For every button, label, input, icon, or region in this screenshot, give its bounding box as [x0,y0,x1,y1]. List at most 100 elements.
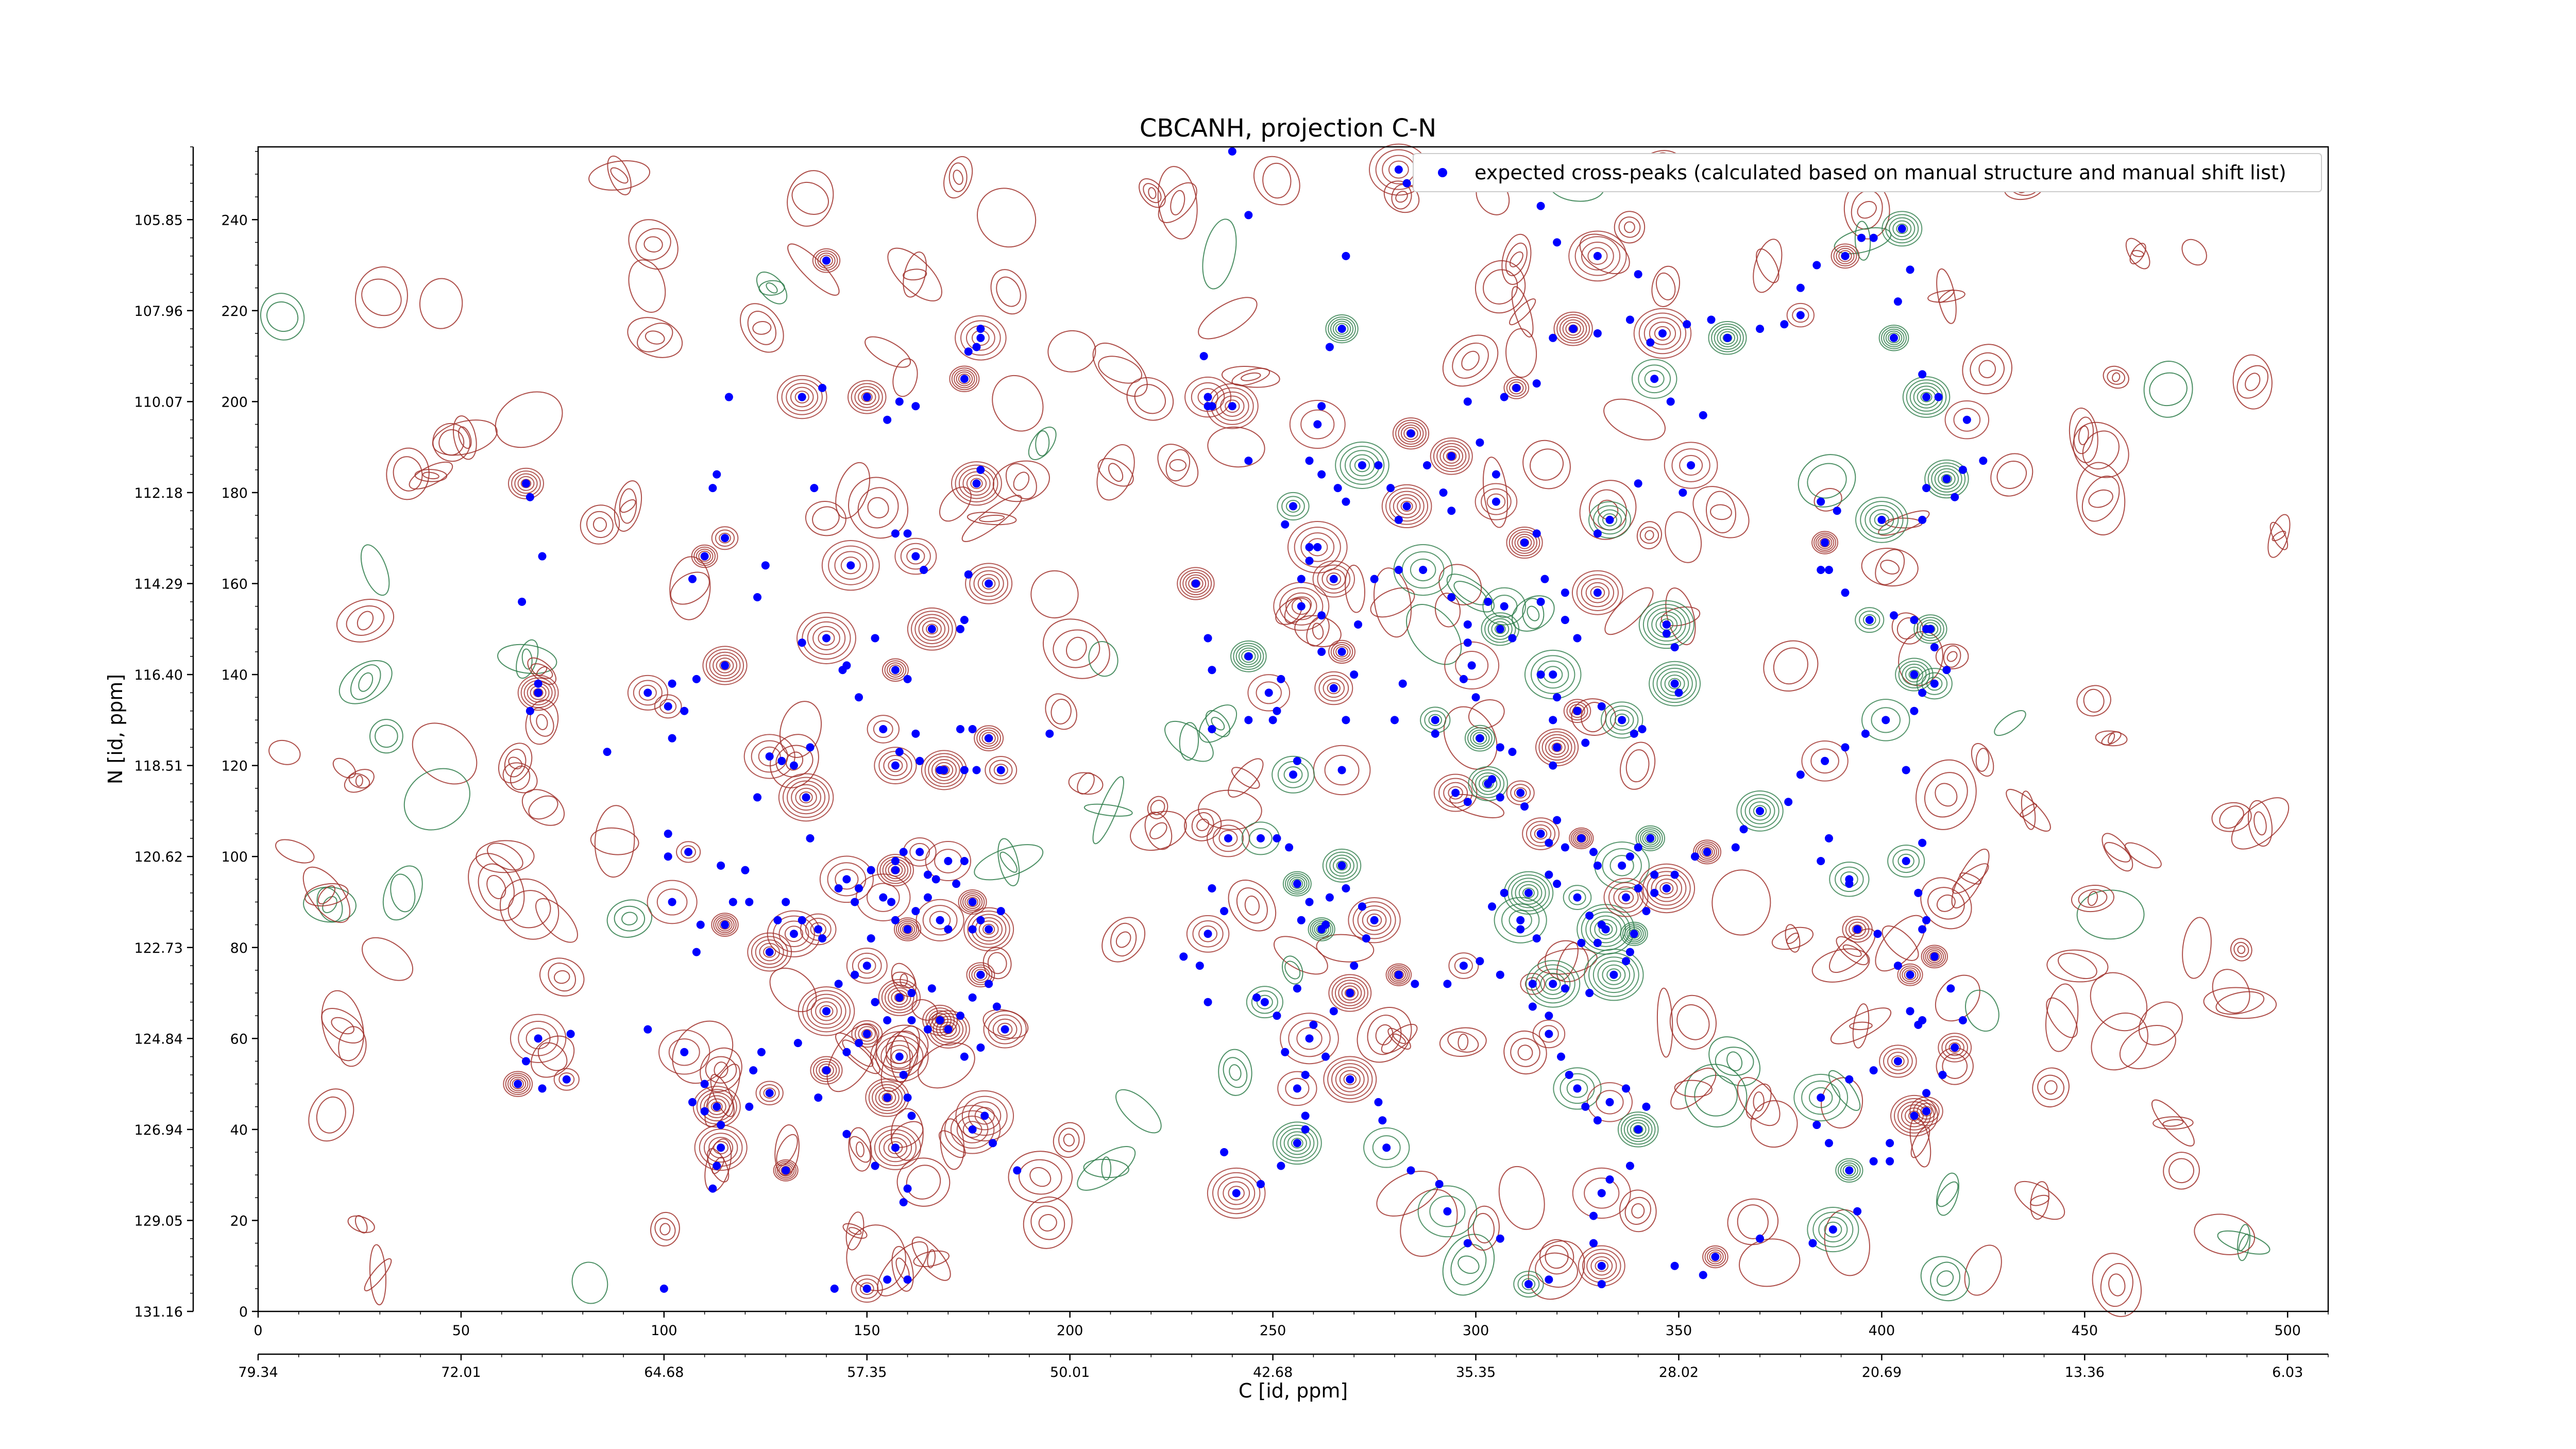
cross-peak-point [1553,238,1562,247]
contour-ring [1291,879,1303,889]
legend-box [1413,153,2322,192]
cross-peak-point [1658,329,1667,338]
cross-peak-point [903,675,912,683]
cross-peak-point [1817,497,1825,506]
contour-ring [1524,649,1582,700]
cross-peak-point [920,566,928,575]
cross-peak-point [1362,934,1370,943]
contour-ring [1921,945,1948,969]
contour-ring [1198,925,1218,942]
contour-ring [1913,614,1947,644]
cross-peak-point [1536,597,1545,606]
contour-ring [848,1227,862,1235]
contour-ring [1221,366,1280,388]
contour-ring [1235,645,1262,668]
contour-ring [382,865,423,921]
cross-peak-point [927,625,936,633]
cross-peak-point [879,893,888,902]
contour-ring [1581,578,1615,608]
contour-ring [2112,372,2121,382]
cross-peak-point [883,1016,892,1024]
contour-ring [2081,476,2120,522]
contour-ring [1990,453,2033,497]
x2-tick-label: 28.02 [1659,1364,1699,1380]
contour-ring [304,883,349,906]
contour-ring [882,1092,893,1103]
contour-ring [346,605,385,636]
contour-ring [1023,1197,1073,1249]
cross-peak-point [1549,716,1557,724]
contour-ring [964,895,981,909]
cross-peak-point [931,875,940,884]
cross-peak-point [1260,998,1269,1006]
contour-ring [717,918,733,932]
cross-peak-point [1662,620,1671,629]
contour-ring [336,599,395,643]
contour-ring [1490,595,1518,618]
cross-peak-point [1679,488,1687,497]
cross-peak-point [692,675,701,683]
contour-ring [621,912,638,925]
y2-tick-label: 110.07 [134,394,183,410]
contour-ring [1926,677,1943,691]
cross-peak-point [1532,379,1541,388]
x2-tick-label: 20.69 [1862,1364,1902,1380]
contour-ring [851,1020,883,1048]
cross-peak-point [688,575,697,583]
contour-ring [627,317,683,358]
contour-ring [1619,1189,1657,1233]
contour-ring [1697,843,1717,861]
cross-peak-point [855,1039,863,1048]
contour-ring [906,1165,941,1200]
contour-ring [826,1024,878,1092]
cross-peak-point [1565,1070,1573,1079]
contour-ring [878,1133,912,1162]
contour-ring [740,303,784,353]
contour-ring [1892,849,1920,873]
contour-ring [1849,1021,1873,1031]
contour-ring [1665,511,1702,563]
cross-peak-point [1690,852,1699,861]
contour-ring [911,1236,951,1281]
cross-peak-point [1821,538,1829,547]
cross-peak-point [1220,1148,1229,1157]
contour-ring [1522,598,1545,629]
contour-ring [840,557,861,575]
cross-peak-point [985,734,993,743]
contour-ring [922,905,958,936]
cross-peak-point [1634,843,1642,852]
x-tick-label: 0 [253,1323,262,1339]
contour-ring [1855,607,1885,633]
x-tick-label: 150 [854,1323,880,1339]
contour-ring [1938,289,1955,303]
cross-peak-point [1431,716,1439,724]
contour-ring [790,386,814,408]
cross-peak-point [1622,893,1631,902]
contour-ring [1506,526,1543,559]
contour-ring [1570,829,1592,848]
contour-ring [875,1035,924,1078]
contour-ring [907,607,957,651]
x2-tick-label: 57.35 [847,1364,887,1380]
contour-ring [510,1014,567,1064]
cross-peak-point [659,1284,668,1293]
contour-ring [812,1058,840,1082]
contour-ring [1916,668,1953,700]
contour-ring [526,1027,551,1050]
cross-peak-point [1337,325,1346,333]
contour-ring [658,1030,710,1075]
contour-ring [588,160,651,191]
contour-ring [775,745,814,778]
contour-ring [403,768,470,831]
contour-ring [1229,1064,1242,1081]
contour-ring [2101,731,2122,746]
contour-ring [1574,832,1588,845]
contour-ring [751,936,788,968]
contour-ring [1389,967,1408,983]
contour-ring [369,719,403,754]
cross-peak-point [724,393,733,401]
contour-ring [1917,1103,1936,1120]
contour-ring [499,878,560,940]
